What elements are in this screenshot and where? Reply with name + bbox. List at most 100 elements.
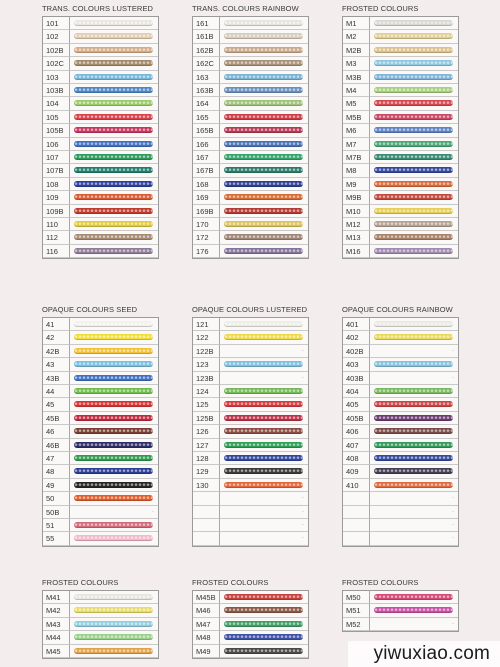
color-code: 402 xyxy=(343,331,370,345)
bead-strand xyxy=(374,194,453,201)
color-code: 45 xyxy=(43,398,70,412)
bead-strand xyxy=(374,154,453,160)
bead-strand xyxy=(74,73,153,80)
bead-strand xyxy=(224,207,303,214)
bead-cell xyxy=(220,17,308,31)
bead-cell xyxy=(220,465,308,479)
swatch-row: 406 xyxy=(343,425,458,439)
bead-strand xyxy=(74,535,153,542)
bead-strand xyxy=(224,441,303,448)
bead-cell xyxy=(70,385,158,399)
bead-strand xyxy=(74,620,153,627)
swatch-row: M46 xyxy=(193,604,308,618)
bead-cell xyxy=(70,372,158,385)
swatch-row: 401 xyxy=(343,318,458,332)
swatch-row: 42 xyxy=(43,331,158,345)
watermark: yiwuxiao.com xyxy=(348,641,500,667)
panel-title: OPAQUE COLOURS SEED xyxy=(42,305,138,314)
bead-cell xyxy=(70,604,158,618)
bead-cell: · xyxy=(220,532,308,546)
swatch-row: M2B xyxy=(343,43,458,58)
bead-strand xyxy=(224,634,303,641)
bead-cell xyxy=(70,71,158,84)
bead-cell xyxy=(70,345,158,359)
color-code: 43 xyxy=(43,358,70,372)
swatch-row: M42 xyxy=(43,604,158,618)
swatch-row: M3B xyxy=(343,70,458,84)
swatch-row: 124 xyxy=(193,385,308,399)
empty-slot-mark: · xyxy=(452,522,454,528)
bead-strand xyxy=(224,87,303,93)
swatch-row: 102C xyxy=(43,57,158,71)
color-code: 403 xyxy=(343,358,370,372)
swatch-row: 43 xyxy=(43,358,158,372)
bead-cell xyxy=(70,164,158,178)
swatch-row: · xyxy=(343,519,458,533)
bead-strand xyxy=(374,401,453,408)
bead-cell xyxy=(70,245,158,259)
swatch-row: M8 xyxy=(343,164,458,178)
bead-strand xyxy=(374,140,453,147)
watermark-text: yiwuxiao.com xyxy=(373,643,490,664)
swatch-card: 101 102 102B 102C 103 103B 104 105 105B 106 107 107… xyxy=(42,16,159,260)
color-code: 103 xyxy=(43,70,70,84)
empty-slot-mark: · xyxy=(452,495,454,502)
bead-strand xyxy=(224,321,303,327)
color-code: M41 xyxy=(43,591,70,605)
swatch-row: 410 xyxy=(343,478,458,493)
bead-cell: · xyxy=(370,506,458,519)
bead-strand xyxy=(74,361,153,368)
swatch-row: 404 xyxy=(343,385,458,399)
color-code: 107 xyxy=(43,151,70,165)
bead-strand xyxy=(74,221,153,227)
color-code xyxy=(193,519,220,533)
bead-cell xyxy=(70,44,158,58)
swatch-row: 45 xyxy=(43,398,158,412)
color-code: 166 xyxy=(193,137,220,151)
color-code: M5B xyxy=(343,110,370,125)
bead-cell: · xyxy=(370,492,458,506)
swatch-row: M47 xyxy=(193,617,308,632)
bead-strand xyxy=(374,234,453,241)
swatch-row: 46B xyxy=(43,438,158,452)
bead-cell: · xyxy=(220,506,308,519)
bead-cell xyxy=(70,479,158,493)
swatch-row: M52 · xyxy=(343,617,458,632)
bead-cell xyxy=(220,425,308,439)
color-code: M52 xyxy=(343,617,370,632)
bead-cell xyxy=(70,231,158,245)
color-code: M16 xyxy=(343,244,370,259)
swatch-row: 125B xyxy=(193,411,308,426)
color-code: 408 xyxy=(343,452,370,466)
empty-slot-mark: · xyxy=(302,508,304,515)
color-code: 46 xyxy=(43,425,70,439)
swatch-row: 109B xyxy=(43,204,158,218)
color-code: 102 xyxy=(43,30,70,44)
color-code: 109B xyxy=(43,204,70,218)
swatch-row: 408 xyxy=(343,452,458,466)
color-code: 122 xyxy=(193,331,220,345)
swatch-row: M5B xyxy=(343,110,458,125)
bead-strand xyxy=(74,374,153,381)
swatch-row: 161B xyxy=(193,30,308,44)
panel-title: FROSTED COLOURS xyxy=(42,578,119,587)
swatch-row: 103B xyxy=(43,84,158,98)
bead-cell xyxy=(70,57,158,71)
color-code: 107B xyxy=(43,164,70,178)
bead-strand xyxy=(374,221,453,227)
bead-cell xyxy=(220,97,308,111)
empty-slot-mark: · xyxy=(302,374,304,381)
color-code: 43B xyxy=(43,371,70,385)
bead-cell xyxy=(220,191,308,205)
color-code: M43 xyxy=(43,617,70,632)
swatch-row: M48 xyxy=(193,631,308,645)
bead-cell xyxy=(370,205,458,218)
bead-strand xyxy=(74,455,153,461)
color-code: 50 xyxy=(43,492,70,506)
color-code: 49 xyxy=(43,478,70,493)
swatch-row: 167 xyxy=(193,151,308,165)
bead-cell xyxy=(70,398,158,412)
bead-cell xyxy=(370,479,458,493)
swatch-row: 128 xyxy=(193,452,308,466)
swatch-row: 163B xyxy=(193,84,308,98)
